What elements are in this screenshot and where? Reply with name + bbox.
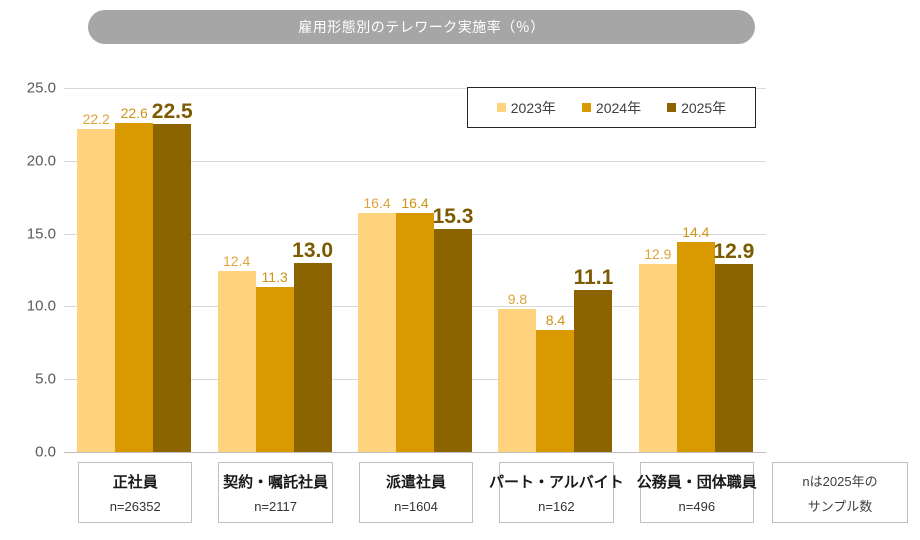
gridline [64, 88, 766, 89]
bar-2023年-公務員・団体職員 [638, 264, 677, 452]
bar-wrap: 14.4 [676, 225, 715, 452]
category-box-2: 契約・嘱託社員 n=2117 [218, 462, 333, 523]
bar-wrap: 15.3 [433, 206, 473, 452]
category-sample-size: n=496 [678, 499, 716, 514]
bar-wrap: 11.1 [574, 267, 613, 452]
y-axis-tick-label: 0.0 [35, 443, 56, 461]
category-label: 公務員・団体職員 [636, 474, 757, 491]
bar-wrap: 13.0 [292, 240, 333, 452]
bar-2024年-公務員・団体職員 [676, 242, 715, 452]
category-box-4: パート・アルバイト n=162 [489, 462, 624, 523]
value-label: 12.4 [222, 253, 251, 270]
bar-wrap: 22.2 [77, 112, 116, 452]
bar-wrap: 12.4 [217, 254, 256, 452]
value-label: 11.3 [261, 269, 288, 286]
value-label: 11.1 [573, 266, 614, 290]
bar-wrap: 12.9 [638, 247, 677, 452]
category-sample-size: n=162 [538, 499, 575, 514]
value-label: 22.6 [120, 104, 148, 121]
bar-groups: 22.2 22.6 22.5 12.4 11.3 13.0 16.4 16.4 15.3 9.8 8… [64, 88, 766, 452]
bar-2023年-正社員 [77, 128, 116, 452]
legend-item-2025年: 2025年 [667, 98, 726, 118]
bar-2025年-公務員・団体職員 [714, 264, 753, 452]
gridline [64, 160, 766, 162]
bar-wrap: 16.4 [358, 196, 397, 452]
value-label: 12.9 [713, 240, 755, 264]
value-label: 9.8 [507, 291, 528, 308]
category-sample-size: n=1604 [394, 499, 438, 514]
y-axis-tick-label: 25.0 [26, 79, 56, 97]
bar-group-2: 12.4 11.3 13.0 [204, 88, 344, 452]
bar-wrap: 9.8 [498, 292, 537, 452]
y-axis-tick-label: 10.0 [26, 297, 56, 315]
bar-2023年-パート・アルバイト [498, 309, 537, 452]
legend-label: 2024年 [595, 99, 642, 116]
value-label: 14.4 [682, 224, 710, 241]
bar-group-3: 16.4 16.4 15.3 [345, 88, 485, 452]
category-label: 派遣社員 [385, 474, 446, 491]
legend-swatch [667, 103, 677, 112]
legend-item-2024年: 2024年 [581, 98, 642, 118]
y-axis-tick-label: 20.0 [26, 152, 56, 170]
bar-group-5: 12.9 14.4 12.9 [626, 88, 766, 452]
value-label: 16.4 [401, 195, 429, 212]
value-label: 8.4 [545, 311, 566, 328]
bar-2024年-派遣社員 [396, 213, 435, 452]
value-label: 16.4 [363, 195, 391, 212]
y-axis-tick-label: 15.0 [26, 225, 56, 243]
value-label: 22.2 [82, 110, 110, 127]
bar-2023年-派遣社員 [358, 213, 397, 452]
category-box-1: 正社員 n=26352 [78, 462, 193, 523]
category-label: 正社員 [112, 474, 158, 491]
bar-2025年-パート・アルバイト [574, 290, 613, 452]
value-label: 15.3 [432, 205, 474, 229]
legend-label: 2025年 [681, 99, 727, 116]
bar-2024年-正社員 [115, 122, 154, 452]
legend: 2023年 2024年 2025年 [467, 87, 756, 128]
sample-note-box: nは2025年の サンプル数 [772, 462, 908, 523]
category-box-5: 公務員・団体職員 n=496 [636, 462, 757, 523]
legend-swatch [581, 103, 591, 112]
category-label: パート・アルバイト [488, 474, 624, 491]
sample-note-line1: nは2025年の [802, 473, 878, 489]
value-label: 22.5 [151, 100, 193, 124]
bar-wrap: 16.4 [396, 196, 435, 452]
bar-group-4: 9.8 8.4 11.1 [485, 88, 625, 452]
value-label: 12.9 [644, 246, 672, 263]
legend-label: 2023年 [510, 99, 556, 116]
category-sample-size: n=2117 [254, 499, 297, 514]
bar-2025年-正社員 [153, 124, 192, 452]
sample-note-line2: サンプル数 [807, 498, 873, 514]
bar-wrap: 22.5 [152, 101, 193, 452]
bar-wrap: 8.4 [536, 313, 575, 452]
bar-2025年-派遣社員 [434, 229, 473, 452]
category-box-3: 派遣社員 n=1604 [358, 462, 474, 523]
bar-2025年-契約・嘱託社員 [293, 262, 332, 452]
category-sample-size: n=26352 [109, 499, 161, 514]
bar-group-1: 22.2 22.6 22.5 [64, 88, 204, 452]
bar-wrap: 22.6 [115, 106, 154, 452]
plot-area: 22.2 22.6 22.5 12.4 11.3 13.0 16.4 16.4 15.3 9.8 8… [64, 88, 766, 453]
bar-2023年-契約・嘱託社員 [217, 271, 256, 452]
category-label: 契約・嘱託社員 [223, 474, 329, 491]
y-axis-tick-label: 5.0 [35, 370, 56, 388]
bar-2024年-契約・嘱託社員 [255, 287, 294, 452]
chart-title: 雇用形態別のテレワーク実施率（％） [88, 10, 755, 44]
legend-item-2023年: 2023年 [496, 98, 556, 118]
bar-wrap: 12.9 [713, 241, 754, 452]
legend-swatch [496, 103, 506, 112]
value-label: 13.0 [292, 238, 334, 262]
bar-wrap: 11.3 [255, 270, 294, 452]
bar-2024年-パート・アルバイト [536, 329, 575, 452]
